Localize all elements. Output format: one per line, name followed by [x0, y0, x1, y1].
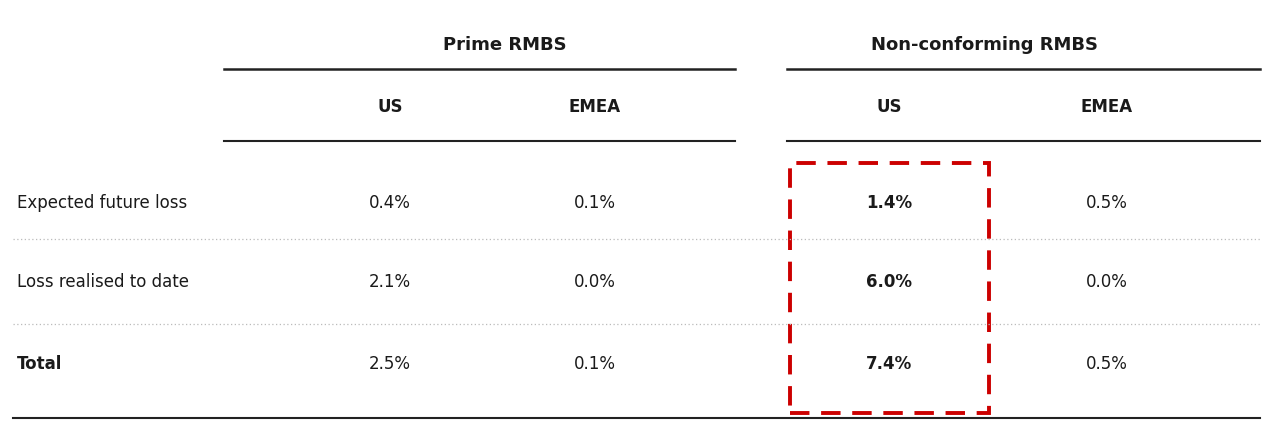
Text: 0.1%: 0.1%	[574, 355, 615, 373]
Text: Total: Total	[17, 355, 61, 373]
Text: 1.4%: 1.4%	[866, 194, 912, 212]
Text: 7.4%: 7.4%	[866, 355, 912, 373]
Text: 0.0%: 0.0%	[1086, 273, 1127, 291]
Text: Non-conforming RMBS: Non-conforming RMBS	[871, 36, 1099, 54]
Text: 0.0%: 0.0%	[574, 273, 615, 291]
Text: 2.5%: 2.5%	[370, 355, 411, 373]
Text: EMEA: EMEA	[1081, 98, 1132, 116]
Text: US: US	[377, 98, 403, 116]
Text: US: US	[876, 98, 902, 116]
Text: Loss realised to date: Loss realised to date	[17, 273, 188, 291]
Text: EMEA: EMEA	[569, 98, 620, 116]
Text: 0.5%: 0.5%	[1086, 355, 1127, 373]
Text: 2.1%: 2.1%	[370, 273, 411, 291]
Text: Expected future loss: Expected future loss	[17, 194, 187, 212]
Text: 6.0%: 6.0%	[866, 273, 912, 291]
Text: Prime RMBS: Prime RMBS	[444, 36, 567, 54]
Text: 0.1%: 0.1%	[574, 194, 615, 212]
Text: 0.5%: 0.5%	[1086, 194, 1127, 212]
Text: 0.4%: 0.4%	[370, 194, 411, 212]
